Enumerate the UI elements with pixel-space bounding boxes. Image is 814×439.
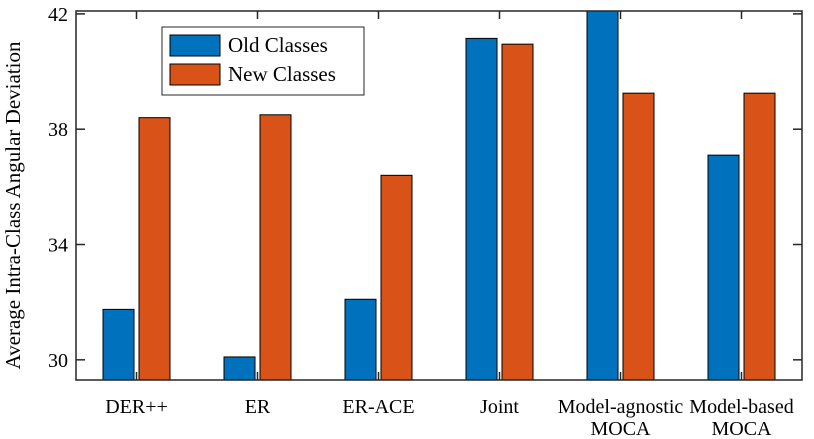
y-ticks: 30 34 38 42 [48, 4, 802, 372]
x-tick-label: Model-agnostic MOCA [558, 396, 684, 439]
bar-old-classes-4 [586, 10, 619, 381]
plot-frame [75, 10, 803, 381]
bar-new-classes-2 [380, 174, 413, 381]
x-tick-labels: DER++ ER ER-ACE Joint Model-agnostic MOCAMode… [105, 11, 794, 439]
legend-swatch-old-classes [169, 34, 221, 57]
y-tick-label: 34 [48, 235, 68, 257]
bars-layer [102, 10, 776, 381]
bar-old-classes-0 [102, 308, 135, 381]
bar-new-classes-0 [138, 117, 171, 381]
bar-new-classes-5 [743, 92, 776, 381]
y-tick-label: 30 [48, 350, 68, 372]
y-axis-label: Average Intra-Class Angular Deviation [1, 41, 25, 369]
legend-label-new-classes: New Classes [228, 62, 336, 86]
bar-old-classes-2 [344, 298, 377, 381]
x-tick-label: Model-based MOCA [689, 396, 793, 439]
bar-old-classes-1 [223, 356, 256, 381]
x-tick-label: ER-ACE [342, 396, 414, 418]
x-tick-label: ER [245, 396, 271, 418]
legend: Old Classes New Classes [161, 26, 365, 96]
bar-new-classes-1 [259, 114, 292, 381]
y-tick-label: 38 [48, 119, 68, 141]
bar-new-classes-3 [501, 43, 534, 381]
bar-old-classes-5 [707, 154, 740, 381]
bar-new-classes-4 [622, 92, 655, 381]
y-tick-label: 42 [48, 4, 68, 26]
legend-swatch-new-classes [169, 63, 221, 86]
bar-old-classes-3 [465, 37, 498, 381]
legend-label-old-classes: Old Classes [228, 33, 328, 57]
x-tick-label: DER++ [105, 396, 168, 418]
x-tick-label: Joint [480, 396, 519, 418]
